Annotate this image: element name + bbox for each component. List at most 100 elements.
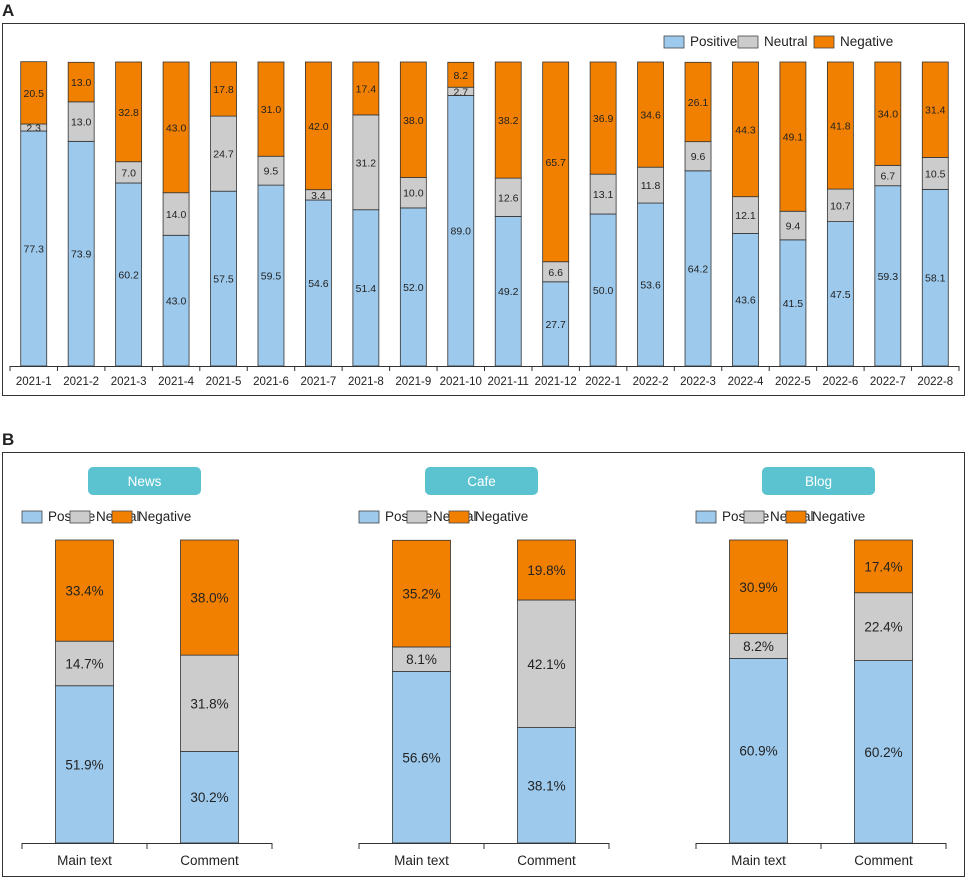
panel-a-data-label-2021-4-positive: 43.0 — [166, 296, 187, 308]
panel-b-cafe-bar-main-text-positive — [392, 671, 451, 844]
panel-b-cafe-legend-label-negative: Negative — [475, 509, 528, 524]
panel-a-data-label-2021-2-neutral: 13.0 — [71, 117, 92, 129]
panel-b-news-title: News — [128, 474, 162, 489]
panel-a-data-label-2021-5-negative: 17.8 — [213, 84, 234, 96]
panel-a-bar-2021-6-negative — [257, 61, 285, 157]
panel-a-bar-2021-4-negative — [162, 61, 190, 194]
panel-b-cafe-data-label-main-text-negative: 35.2% — [402, 587, 440, 602]
panel-a-data-label-2022-5-neutral: 9.4 — [786, 221, 801, 233]
panel-a-bar-2021-5-neutral — [210, 115, 237, 192]
panel-a-bar-2022-3-neutral — [684, 141, 712, 172]
panel-a-data-label-2022-7-positive: 59.3 — [878, 271, 899, 283]
panel-a-x-tick-label-2022-6: 2022-6 — [822, 376, 858, 388]
panel-a-bar-2021-1-positive — [20, 130, 48, 367]
panel-b-frame — [2, 452, 965, 877]
panel-a-x-tick-label-2021-6: 2021-6 — [253, 376, 289, 388]
panel-b-cafe-data-label-comment-neutral: 42.1% — [527, 657, 565, 672]
panel-a-data-label-2022-6-positive: 47.5 — [830, 289, 851, 301]
panel-a-bar-2022-5-negative — [779, 61, 807, 212]
panel-a-data-label-2022-6-neutral: 10.7 — [830, 200, 851, 212]
panel-a-bar-2022-1-positive — [589, 213, 617, 367]
panel-a-x-tick-label-2022-5: 2022-5 — [775, 376, 811, 388]
panel-a-legend-label-negative: Negative — [840, 34, 893, 49]
panel-a-bar-2022-6-neutral — [826, 188, 854, 223]
panel-a-data-label-2021-9-positive: 52.0 — [403, 282, 424, 294]
panel-a-data-label-2022-1-negative: 36.9 — [593, 113, 614, 125]
panel-b-news-x-tick-label-comment: Comment — [180, 853, 239, 868]
panel-a-data-label-2021-12-negative: 65.7 — [545, 157, 566, 169]
panel-a-bar-2021-3-positive — [115, 182, 143, 367]
panel-a-bar-2022-8-negative — [921, 61, 949, 158]
panel-b-blog-x-tick-label-main-text: Main text — [731, 853, 786, 868]
panel-a-bar-2022-5-positive — [779, 239, 807, 367]
panel-b-cafe-legend-swatch-positive — [358, 510, 380, 524]
panel-a-data-label-2021-3-negative: 32.8 — [118, 107, 139, 119]
panel-a-data-label-2021-1-negative: 20.5 — [24, 88, 45, 100]
panel-a-data-label-2021-6-negative: 31.0 — [261, 104, 282, 116]
panel-b-charts: NewsPositiveNeutralNegative51.9%14.7%33.… — [21, 467, 947, 868]
panel-a-x-tick-label-2021-11: 2021-11 — [488, 376, 529, 388]
panel-a-bar-2021-9-positive — [399, 207, 427, 367]
panel-a-bar-2021-12-positive — [542, 281, 570, 367]
panel-b-news-bar-main-text-neutral — [55, 640, 114, 687]
panel-a-data-label-2021-8-negative: 17.4 — [356, 83, 377, 95]
panel-b-blog-data-label-main-text-neutral: 8.2% — [743, 639, 774, 654]
panel-a-data-label-2021-11-positive: 49.2 — [498, 286, 519, 298]
panel-a-data-label-2022-3-positive: 64.2 — [688, 263, 709, 275]
panel-a-bar-2021-2-negative — [67, 61, 95, 103]
panel-b-news-legend-swatch-negative — [111, 510, 133, 524]
panel-b-cafe-title-pill — [425, 467, 538, 495]
panel-b-blog-data-label-main-text-positive: 60.9% — [739, 744, 777, 759]
panel-a-data-label-2022-1-positive: 50.0 — [593, 285, 614, 297]
panel-a-x-tick-label-2021-1: 2021-1 — [16, 376, 52, 388]
panel-a-data-label-2021-10-negative: 8.2 — [453, 70, 468, 82]
panel-a-data-label-2022-3-negative: 26.1 — [688, 97, 709, 109]
panel-b-cafe-bar-comment-neutral — [517, 599, 576, 728]
panel-a-bar-2022-8-neutral — [921, 157, 949, 190]
panel-a-data-label-2021-4-negative: 43.0 — [166, 122, 187, 134]
panel-a-legend-label-positive: Positive — [690, 34, 737, 49]
panel-a-data-label-2022-2-negative: 34.6 — [640, 110, 661, 122]
panel-b-cafe-data-label-comment-positive: 38.1% — [527, 778, 565, 793]
panel-a-data-label-2022-7-neutral: 6.7 — [881, 171, 896, 183]
panel-a-data-label-2022-7-negative: 34.0 — [878, 109, 899, 121]
panel-a-x-tick-label-2021-5: 2021-5 — [206, 376, 242, 388]
panel-a-legend-swatch-positive — [663, 35, 685, 49]
panel-b-cafe-x-tick-label-main-text: Main text — [394, 853, 449, 868]
panel-a-bar-2022-2-negative — [637, 61, 664, 168]
panel-a-legend-swatch-negative — [813, 35, 835, 49]
panel-a-data-label-2021-11-neutral: 12.6 — [498, 192, 519, 204]
panel-a-x-tick-label-2021-7: 2021-7 — [301, 376, 337, 388]
panel-a-data-label-2021-4-neutral: 14.0 — [166, 209, 187, 221]
panel-a-bar-2021-8-positive — [352, 209, 380, 367]
panel-b-news-data-label-main-text-negative: 33.4% — [65, 584, 103, 599]
panel-a-bar-2022-4-positive — [732, 233, 759, 367]
panel-a-data-label-2021-12-positive: 27.7 — [545, 319, 566, 331]
panel-a-x-tick-label-2021-2: 2021-2 — [63, 376, 99, 388]
panel-b-news-legend-swatch-positive — [21, 510, 43, 524]
panel-label-a: A — [2, 1, 14, 20]
panel-b-news-bar-main-text-positive — [55, 685, 114, 844]
panel-b-cafe-bar-main-text-neutral — [392, 646, 451, 672]
panel-a-bar-2021-10-positive — [447, 95, 475, 367]
panel-a-legend-label-neutral: Neutral — [764, 34, 808, 49]
panel-b-cafe-bar-comment-negative — [517, 539, 576, 601]
panel-b-news-data-label-main-text-neutral: 14.7% — [65, 656, 103, 671]
panel-b-blog-bar-main-text-negative — [729, 539, 788, 635]
panel-a-bar-2021-2-positive — [67, 140, 95, 367]
panel-a-data-label-2021-2-negative: 13.0 — [71, 77, 92, 89]
panel-a-data-label-2022-5-negative: 49.1 — [783, 132, 804, 144]
panel-a-data-label-2021-7-negative: 42.0 — [308, 121, 329, 133]
panel-a-bar-2021-7-negative — [305, 61, 332, 191]
panel-a-bar-2021-8-negative — [352, 61, 380, 116]
panel-b-blog-bar-comment-neutral — [854, 592, 913, 661]
panel-a-bar-2021-5-negative — [210, 61, 237, 117]
panel-a-data-label-2021-6-neutral: 9.5 — [264, 166, 279, 178]
panel-a-bar-2021-11-positive — [494, 216, 522, 367]
panel-a-bar-2022-6-negative — [826, 61, 854, 190]
panel-b-cafe-chart: CafePositiveNeutralNegative56.6%8.1%35.2… — [358, 467, 610, 868]
panel-a-data-label-2022-5-positive: 41.5 — [783, 298, 804, 310]
panel-b-blog-x-tick-label-comment: Comment — [854, 853, 913, 868]
